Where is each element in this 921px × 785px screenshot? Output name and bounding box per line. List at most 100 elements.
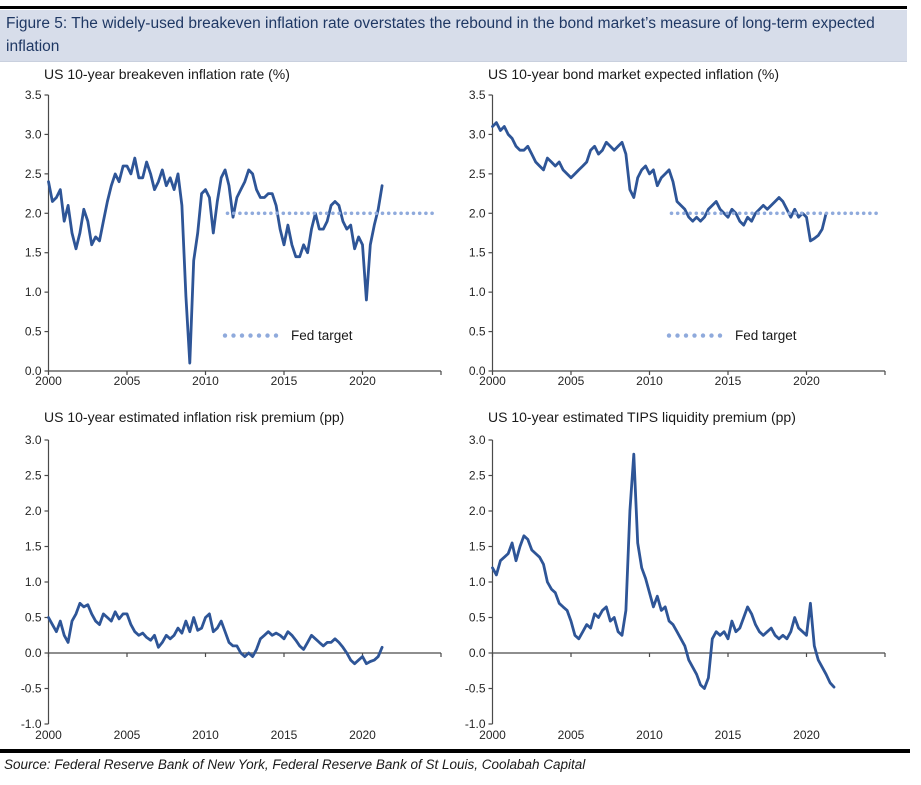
legend-dot xyxy=(222,333,228,338)
fed-target-dot xyxy=(293,211,298,216)
fed-target-dot xyxy=(355,211,360,216)
y-tick-label: 0.5 xyxy=(25,611,42,625)
fed-target-dot xyxy=(231,211,236,216)
figure-title: Figure 5: The widely-used breakeven infl… xyxy=(6,15,875,55)
fed-target-dot xyxy=(744,211,748,216)
legend-label: Fed target xyxy=(291,328,353,343)
legend-dot xyxy=(709,333,714,338)
y-tick-label: -0.5 xyxy=(465,682,486,696)
x-tick-label: 2015 xyxy=(715,728,742,742)
y-tick-label: 0.0 xyxy=(25,646,42,660)
y-tick-label: 1.0 xyxy=(469,285,486,299)
fed-target-dot xyxy=(737,211,742,216)
fed-target-dot xyxy=(694,211,699,216)
legend-dot xyxy=(683,333,689,338)
x-tick-label: 2020 xyxy=(349,728,376,742)
fed-target-dot xyxy=(824,211,829,216)
chart-canvas-breakeven: 0.0 0.5 1.0 1.5 2.0 2.5 3.0 3.5 2000 2005 2010 2015… xyxy=(25,88,442,388)
x-tick-label: 2020 xyxy=(793,728,820,742)
fed-target-dot xyxy=(300,211,304,216)
y-tick-label: 1.0 xyxy=(469,575,486,589)
fed-target-dot xyxy=(331,211,335,216)
fed-target-dot xyxy=(682,211,686,216)
y-tick-label: 3.5 xyxy=(25,88,42,102)
fed-target-dot xyxy=(281,211,286,216)
fed-target-dot xyxy=(362,211,366,216)
y-tick-label: 1.5 xyxy=(469,540,486,554)
chart-canvas-expected-inflation: 0.0 0.5 1.0 1.5 2.0 2.5 3.0 3.5 2000 2005 2010 2015… xyxy=(469,88,886,388)
x-tick-label: 2000 xyxy=(479,374,506,388)
x-tick-label: 2000 xyxy=(479,728,506,742)
fed-target-dot xyxy=(306,211,310,216)
x-tick-label: 2005 xyxy=(558,374,585,388)
x-tick-label: 2010 xyxy=(636,728,663,742)
fed-target-dot xyxy=(368,211,372,216)
y-tick-label: 1.5 xyxy=(25,540,42,554)
y-tick-label: 3.0 xyxy=(25,433,42,447)
fed-target-dot xyxy=(731,211,736,216)
fed-target-dot xyxy=(417,211,422,216)
chart-title-breakeven: US 10-year breakeven inflation rate (%) xyxy=(44,66,290,82)
fed-target-dot xyxy=(787,211,792,216)
fed-target-dot xyxy=(430,211,434,216)
fed-target-dot xyxy=(324,211,329,216)
fed-target-dot xyxy=(830,211,835,216)
fed-target-dot xyxy=(675,211,680,216)
x-tick-label: 2000 xyxy=(35,374,62,388)
series-line xyxy=(491,452,836,690)
x-tick-label: 2020 xyxy=(793,374,820,388)
y-tick-label: 2.5 xyxy=(25,167,42,181)
legend-dot xyxy=(265,333,270,338)
y-tick-label: 2.5 xyxy=(469,469,486,483)
legend-dot xyxy=(700,333,706,338)
y-tick-label: 2.5 xyxy=(469,167,486,181)
y-tick-label: 0.5 xyxy=(25,325,42,339)
chart-title-risk-premium: US 10-year estimated inflation risk prem… xyxy=(44,409,345,425)
y-tick-label: 2.0 xyxy=(469,206,486,220)
fed-target-dot xyxy=(337,211,341,216)
chart-title-liquidity-premium: US 10-year estimated TIPS liquidity prem… xyxy=(488,409,796,425)
bottom-rule xyxy=(0,749,910,753)
fed-target-dot xyxy=(405,211,410,216)
y-tick-label: -0.5 xyxy=(21,682,42,696)
x-tick-label: 2010 xyxy=(192,728,219,742)
fed-target-dot xyxy=(818,211,823,216)
legend-dot xyxy=(248,333,253,338)
y-tick-label: 2.0 xyxy=(25,504,42,518)
y-tick-label: 2.5 xyxy=(25,469,42,483)
fed-target-dot xyxy=(688,211,692,216)
fed-target-dot xyxy=(269,211,273,216)
fed-target-dot xyxy=(812,211,816,216)
y-tick-label: 3.0 xyxy=(25,127,42,141)
chart-canvas-risk-premium: -1.0 -0.5 0.0 0.5 1.0 1.5 2.0 2.5 3.0 2000 2005 201… xyxy=(21,433,442,742)
fed-target-dot xyxy=(250,211,255,216)
y-tick-label: 0.5 xyxy=(469,611,486,625)
fed-target-dot xyxy=(262,211,267,216)
series-line xyxy=(47,601,384,666)
x-tick-label: 2015 xyxy=(271,728,298,742)
x-tick-label: 2015 xyxy=(271,374,298,388)
y-tick-label: 0.0 xyxy=(25,364,42,378)
fed-target-dot xyxy=(849,211,854,216)
fed-target-dot xyxy=(762,211,767,216)
y-tick-label: 1.5 xyxy=(25,246,42,260)
fed-target-dot xyxy=(725,211,730,216)
fed-target-dot xyxy=(349,211,354,216)
x-tick-label: 2015 xyxy=(715,374,742,388)
fed-target-dot xyxy=(669,211,674,216)
legend-label: Fed target xyxy=(735,328,797,343)
fed-target-dot xyxy=(750,211,754,216)
fed-target-dot xyxy=(868,211,872,216)
y-tick-label: 1.0 xyxy=(25,575,42,589)
x-tick-label: 2010 xyxy=(192,374,219,388)
y-tick-label: 3.0 xyxy=(469,433,486,447)
fed-target-dot xyxy=(411,211,416,216)
y-tick-label: -1.0 xyxy=(21,717,42,731)
fed-target-dot xyxy=(756,211,761,216)
legend-dot xyxy=(231,333,236,338)
fed-target-dot xyxy=(713,211,717,216)
fed-target-dot xyxy=(225,211,230,216)
fed-target-dot xyxy=(855,211,860,216)
fed-target-dot xyxy=(386,211,391,216)
